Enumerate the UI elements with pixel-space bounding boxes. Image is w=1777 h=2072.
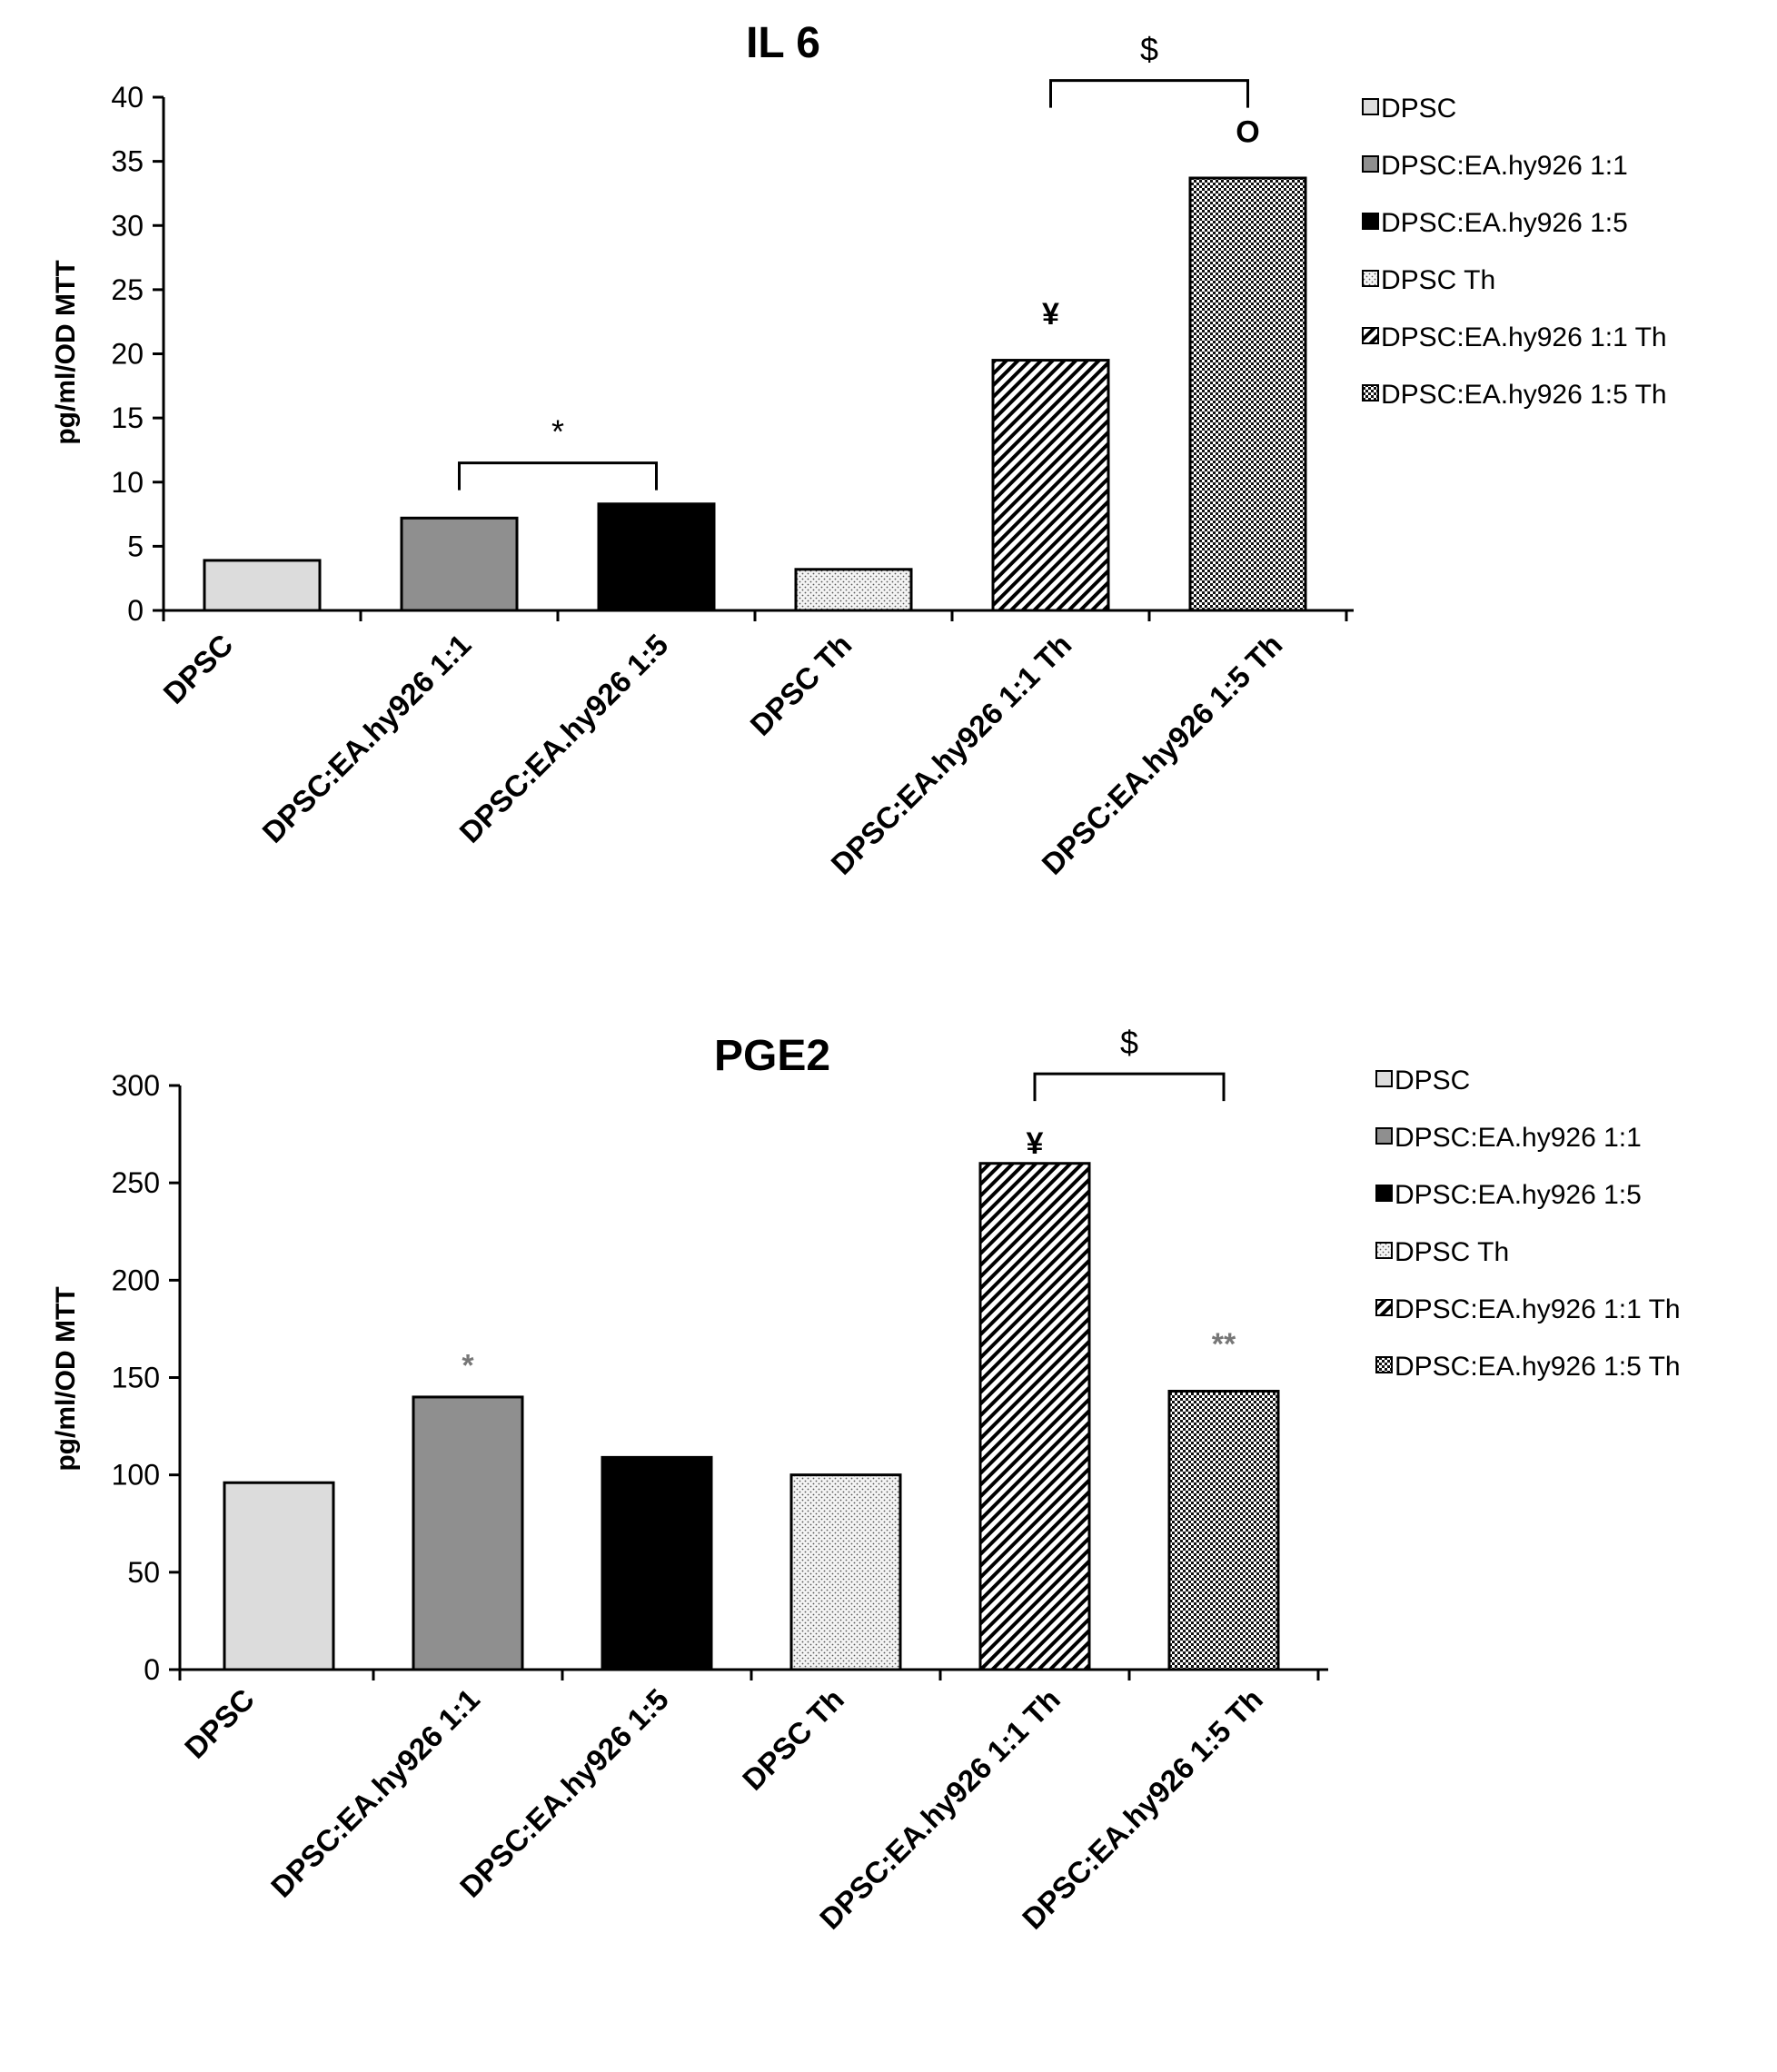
y-tick-label: 25 [111,273,144,306]
il6-y-tick-labels: 0 5 10 15 20 25 30 35 40 [111,81,164,627]
significance-marker: $ [1140,31,1158,68]
legend-swatch [1362,327,1379,344]
legend-swatch [1375,1127,1393,1145]
bar-2 [412,1395,524,1671]
pge2-y-tick-labels: 0 50 100 150 200 250 300 [112,1069,180,1686]
y-tick-label: 50 [127,1556,160,1589]
legend-label: DPSC [1381,94,1456,124]
x-tick-label: DPSC:EA.hy926 1:5 [452,628,674,849]
legend-label: DPSC Th [1381,265,1495,295]
pge2-y-axis-label: pg/ml/OD MTT [51,1286,81,1471]
legend-swatch [1375,1356,1393,1373]
legend-swatch [1362,384,1379,402]
significance-marker: ¥ [1042,297,1059,332]
bar-1 [203,559,322,612]
pge2-chart: PGE2 pg/ml/OD MTT 0 50 100 150 200 250 300 DPS… [51,1024,1681,1936]
legend-label: DPSC:EA.hy926 1:1 Th [1381,322,1667,352]
legend-swatch [1362,270,1379,287]
significance-marker: ¥ [1027,1126,1044,1161]
significance-bracket [1049,79,1249,108]
il6-annotations: * ¥ O $ [458,31,1260,491]
legend-swatch [1362,98,1379,115]
x-tick-label: DPSC:EA.hy926 1:5 Th [1035,628,1288,881]
bar-3 [601,1455,713,1671]
legend-label: DPSC Th [1395,1237,1509,1267]
legend-label: DPSC:EA.hy926 1:1 Th [1395,1294,1681,1324]
il6-legend: DPSC DPSC:EA.hy926 1:1 DPSC:EA.hy926 1:5 DP… [1362,94,1667,410]
il6-bars [203,176,1307,612]
y-tick-label: 40 [111,81,144,114]
legend-swatch [1362,213,1379,230]
x-tick-label: DPSC:EA.hy926 1:1 Th [824,628,1077,881]
pge2-bars [223,1162,1280,1671]
significance-bracket [1033,1072,1226,1102]
y-tick-label: 150 [112,1362,160,1394]
pge2-chart-title: PGE2 [714,1032,830,1080]
y-tick-label: 300 [112,1069,160,1102]
significance-bracket [458,461,658,491]
legend-swatch [1375,1299,1393,1316]
significance-marker: * [551,413,564,451]
x-tick-label: DPSC:EA.hy926 1:1 [264,1682,486,1904]
legend-label: DPSC:EA.hy926 1:5 Th [1381,380,1667,410]
il6-axes [162,97,1354,621]
bar-6 [1167,1390,1280,1671]
bar-3 [597,502,716,612]
significance-marker: $ [1120,1024,1138,1061]
bar-1 [223,1481,335,1671]
x-tick-label: DPSC:EA.hy926 1:5 [453,1682,675,1904]
legend-label: DPSC:EA.hy926 1:5 [1381,208,1628,238]
significance-marker: O [1236,114,1259,149]
y-tick-label: 100 [112,1459,160,1492]
y-tick-label: 250 [112,1166,160,1199]
pge2-annotations: * ¥ ** $ [462,1024,1236,1383]
y-tick-label: 15 [111,402,144,434]
pge2-legend: DPSC DPSC:EA.hy926 1:1 DPSC:EA.hy926 1:5 DP… [1375,1066,1681,1382]
bar-4 [789,1473,902,1671]
significance-marker: * [462,1348,474,1383]
x-tick-label: DPSC [178,1682,261,1765]
y-tick-label: 35 [111,145,144,178]
legend-swatch [1375,1070,1393,1087]
il6-chart-title: IL 6 [746,19,820,67]
x-tick-label: DPSC:EA.hy926 1:1 Th [813,1682,1067,1936]
bar-4 [794,568,913,612]
y-tick-label: 200 [112,1264,160,1296]
legend-swatch [1375,1185,1393,1202]
y-tick-label: 5 [127,530,144,562]
x-tick-label: DPSC:EA.hy926 1:1 [255,628,477,849]
legend-label: DPSC:EA.hy926 1:5 [1395,1180,1642,1210]
legend-label: DPSC:EA.hy926 1:1 [1381,151,1628,181]
x-tick-label: DPSC Th [736,1682,850,1797]
pge2-axes [178,1086,1328,1680]
bar-6 [1188,176,1307,612]
x-tick-label: DPSC [156,628,239,710]
y-tick-label: 30 [111,209,144,242]
y-tick-label: 0 [127,594,144,627]
legend-swatch [1375,1242,1393,1259]
y-tick-label: 0 [144,1653,160,1686]
y-tick-label: 10 [111,466,144,499]
bar-2 [400,516,519,612]
bar-5 [991,359,1110,612]
legend-swatch [1362,155,1379,173]
bar-5 [978,1162,1091,1671]
significance-marker: ** [1212,1327,1236,1362]
legend-label: DPSC:EA.hy926 1:5 Th [1395,1352,1681,1382]
x-tick-label: DPSC:EA.hy926 1:5 Th [1016,1682,1269,1936]
y-tick-label: 20 [111,338,144,371]
legend-label: DPSC [1395,1066,1470,1095]
legend-label: DPSC:EA.hy926 1:1 [1395,1123,1642,1153]
x-tick-label: DPSC Th [743,628,858,742]
il6-y-axis-label: pg/ml/OD MTT [51,260,81,444]
